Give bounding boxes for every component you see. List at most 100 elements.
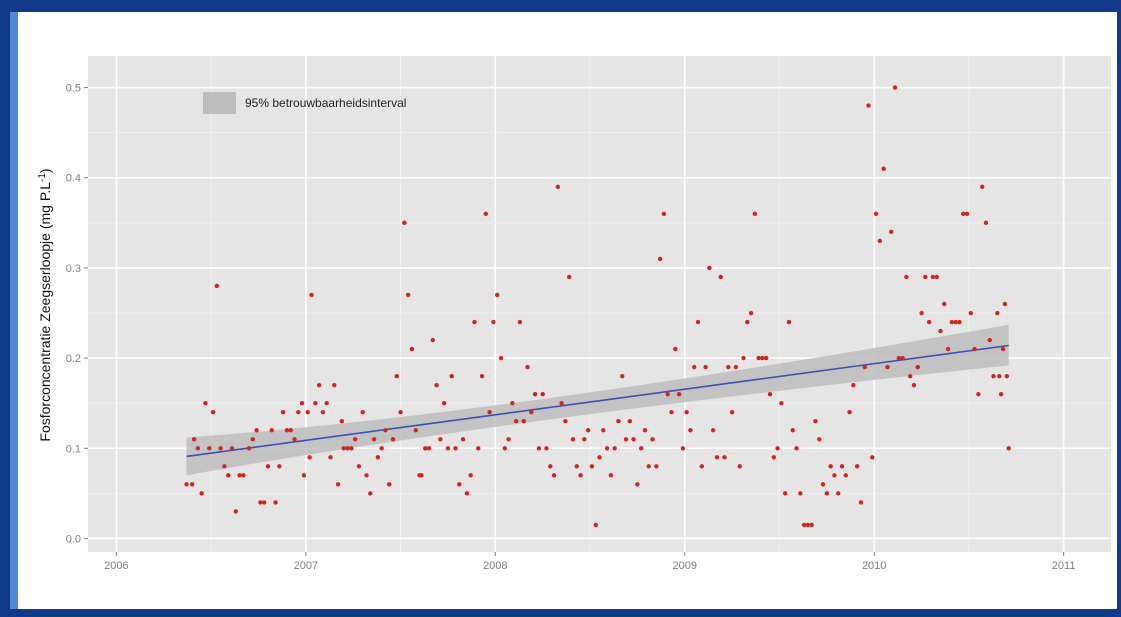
data-point	[760, 355, 765, 361]
trend-line	[186, 344, 1009, 458]
data-point	[379, 446, 384, 451]
data-point	[851, 382, 856, 388]
x-tick-label: 2008	[483, 560, 507, 572]
data-point	[934, 274, 939, 280]
data-point	[250, 437, 256, 442]
data-point	[324, 401, 329, 406]
data-point	[413, 428, 418, 433]
data-point	[604, 446, 610, 451]
data-point	[930, 274, 936, 280]
data-point	[635, 482, 640, 487]
data-point	[563, 419, 568, 424]
data-point	[646, 464, 651, 469]
data-point	[445, 446, 451, 451]
data-point	[309, 292, 314, 298]
data-point	[657, 256, 663, 262]
data-point	[991, 373, 996, 379]
data-point	[521, 419, 526, 424]
data-point	[813, 419, 818, 424]
data-point	[714, 455, 720, 460]
data-point	[402, 220, 407, 226]
y-tick-label: 0.1	[66, 443, 81, 455]
data-point	[620, 373, 625, 379]
data-point	[301, 473, 307, 478]
data-point	[1006, 446, 1011, 451]
data-point	[305, 410, 310, 415]
x-axis-ticks: 2006 2007 2008 2009 2010 2011	[104, 552, 1075, 572]
data-point	[589, 464, 595, 469]
data-point	[669, 410, 674, 415]
data-point	[387, 482, 392, 487]
y-axis-label: Fosforconcentratie Zeegserloopje (mg P.L…	[37, 168, 54, 441]
data-point	[767, 391, 773, 397]
data-point	[911, 382, 917, 388]
data-point	[544, 446, 549, 451]
data-point	[506, 437, 511, 442]
data-point	[854, 464, 860, 469]
data-point	[729, 410, 735, 415]
data-point	[495, 292, 500, 298]
data-point	[983, 220, 989, 226]
data-point	[961, 211, 966, 217]
data-point	[203, 401, 208, 406]
data-point	[726, 364, 731, 370]
data-point	[288, 428, 293, 433]
data-point	[210, 410, 216, 415]
data-point	[426, 446, 432, 451]
frame-border-bottom	[0, 609, 1121, 617]
data-point	[566, 274, 572, 280]
data-point	[479, 373, 485, 379]
data-point	[449, 373, 454, 379]
y-tick-label: 0.5	[66, 83, 81, 95]
data-points	[184, 85, 1011, 528]
data-point	[688, 428, 693, 433]
data-point	[254, 428, 259, 433]
data-point	[313, 401, 318, 406]
data-point	[225, 473, 231, 478]
data-point	[292, 437, 297, 442]
data-point	[229, 446, 235, 451]
y-tick-label: 0.4	[66, 173, 81, 185]
data-point	[782, 491, 788, 496]
data-point	[745, 319, 750, 325]
frame-border-right	[1117, 0, 1121, 617]
data-point	[390, 437, 396, 442]
data-point	[368, 491, 373, 496]
data-point	[328, 455, 333, 460]
data-point	[453, 446, 458, 451]
data-point	[593, 522, 598, 528]
data-point	[699, 464, 704, 469]
data-point	[839, 464, 845, 469]
data-point	[945, 346, 951, 352]
y-axis-label-sup: -1	[37, 173, 48, 182]
data-point	[349, 446, 354, 451]
data-point	[296, 410, 301, 415]
data-point	[616, 419, 621, 424]
data-point	[695, 319, 701, 325]
data-point	[419, 473, 424, 478]
data-point	[299, 401, 305, 406]
frame-border-top	[0, 0, 1121, 12]
data-point	[832, 473, 837, 478]
data-point	[995, 310, 1000, 316]
legend-swatch	[203, 92, 236, 114]
data-point	[873, 211, 879, 217]
data-point	[843, 473, 848, 478]
data-point	[998, 391, 1004, 397]
data-point	[889, 229, 894, 235]
data-point	[184, 482, 189, 487]
data-point	[199, 491, 204, 496]
data-point	[195, 446, 201, 451]
data-point	[794, 446, 799, 451]
data-point	[394, 373, 399, 379]
data-point	[627, 419, 633, 424]
data-point	[207, 446, 212, 451]
data-point	[398, 410, 403, 415]
data-point	[265, 464, 271, 469]
data-point	[498, 355, 504, 361]
data-point	[676, 391, 682, 397]
data-point	[710, 428, 716, 433]
data-point	[307, 455, 312, 460]
data-point	[438, 437, 443, 442]
data-point	[510, 401, 515, 406]
